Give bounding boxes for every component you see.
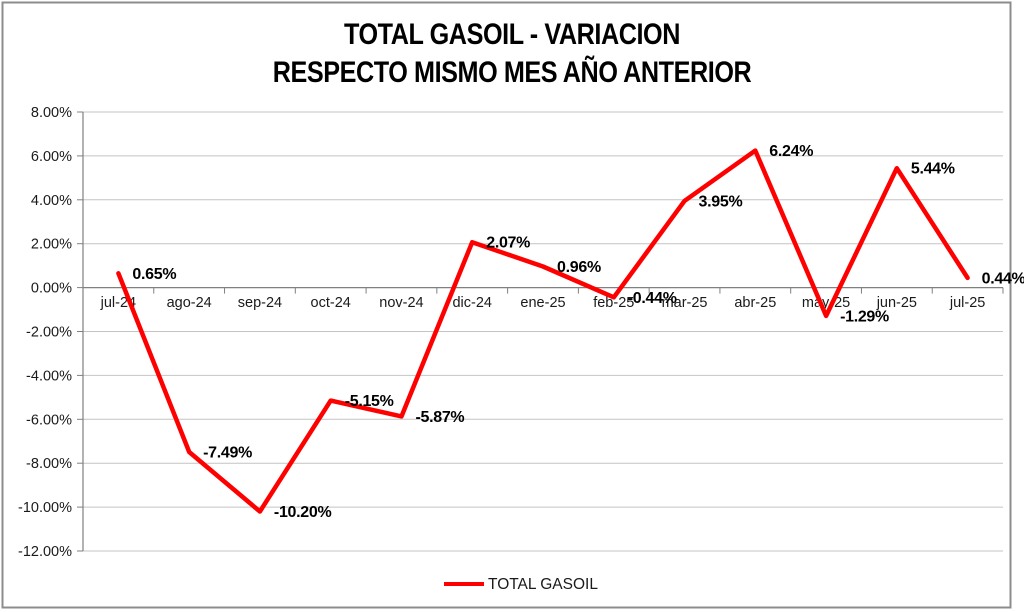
x-tick-label: dic-24 bbox=[452, 295, 492, 311]
y-tick-label: 2.00% bbox=[31, 237, 72, 253]
chart-title-line1: TOTAL GASOIL - VARIACION bbox=[344, 17, 680, 51]
data-labels: 0.65% -7.49% -10.20% -5.15% -5.87% 2.07% 0.96%… bbox=[132, 143, 1024, 521]
chart-title: TOTAL GASOIL - VARIACION RESPECTO MISMO … bbox=[273, 17, 752, 89]
y-tick-label: -6.00% bbox=[26, 412, 72, 428]
series-line-total-gasoil bbox=[116, 148, 970, 514]
x-tick-label: may-25 bbox=[802, 295, 850, 311]
data-label: 0.96% bbox=[557, 259, 601, 276]
data-label: 5.44% bbox=[911, 161, 955, 178]
y-axis-tick-labels: 8.00% 6.00% 4.00% 2.00% 0.00% -2.00% -4.00% -6.… bbox=[18, 105, 72, 560]
data-label: -7.49% bbox=[203, 445, 252, 462]
data-label: -10.20% bbox=[274, 504, 332, 521]
x-tick-label: ene-25 bbox=[520, 295, 565, 311]
legend: TOTAL GASOIL bbox=[444, 576, 598, 593]
legend-label: TOTAL GASOIL bbox=[488, 576, 598, 593]
y-tick-label: 4.00% bbox=[31, 193, 72, 209]
x-tick-label: feb-25 bbox=[593, 295, 634, 311]
x-tick-label: jul-25 bbox=[949, 295, 985, 311]
data-label: -5.15% bbox=[345, 393, 394, 410]
x-tick-label: oct-24 bbox=[311, 295, 351, 311]
x-tick-label: sep-24 bbox=[238, 295, 282, 311]
axes bbox=[77, 111, 1004, 552]
y-tick-label: -8.00% bbox=[26, 456, 72, 472]
data-label: -1.29% bbox=[840, 308, 889, 325]
y-tick-label: -2.00% bbox=[26, 325, 72, 341]
data-label: 0.65% bbox=[132, 266, 176, 283]
data-label: 3.95% bbox=[699, 193, 743, 210]
y-tick-label: 0.00% bbox=[31, 281, 72, 297]
data-label: -0.44% bbox=[628, 290, 677, 307]
x-tick-label: jun-25 bbox=[876, 295, 917, 311]
chart-title-line2: RESPECTO MISMO MES AÑO ANTERIOR bbox=[273, 55, 752, 89]
x-tick-label: abr-25 bbox=[734, 295, 776, 311]
x-axis-tick-labels: jul-24 ago-24 sep-24 oct-24 nov-24 dic-24 ene-… bbox=[100, 295, 986, 311]
y-tick-label: 8.00% bbox=[31, 105, 72, 121]
x-tick-label: ago-24 bbox=[167, 295, 212, 311]
x-tick-label: nov-24 bbox=[379, 295, 423, 311]
data-label: 0.44% bbox=[982, 270, 1024, 287]
data-label: -5.87% bbox=[415, 409, 464, 426]
y-tick-label: 6.00% bbox=[31, 149, 72, 165]
y-tick-label: -4.00% bbox=[26, 368, 72, 384]
x-tick-label: mar-25 bbox=[662, 295, 708, 311]
y-tick-label: -10.00% bbox=[18, 500, 72, 516]
y-tick-label: -12.00% bbox=[18, 544, 72, 560]
gridlines bbox=[83, 111, 1003, 552]
data-label: 2.07% bbox=[486, 235, 530, 252]
data-label: 6.24% bbox=[769, 143, 813, 160]
